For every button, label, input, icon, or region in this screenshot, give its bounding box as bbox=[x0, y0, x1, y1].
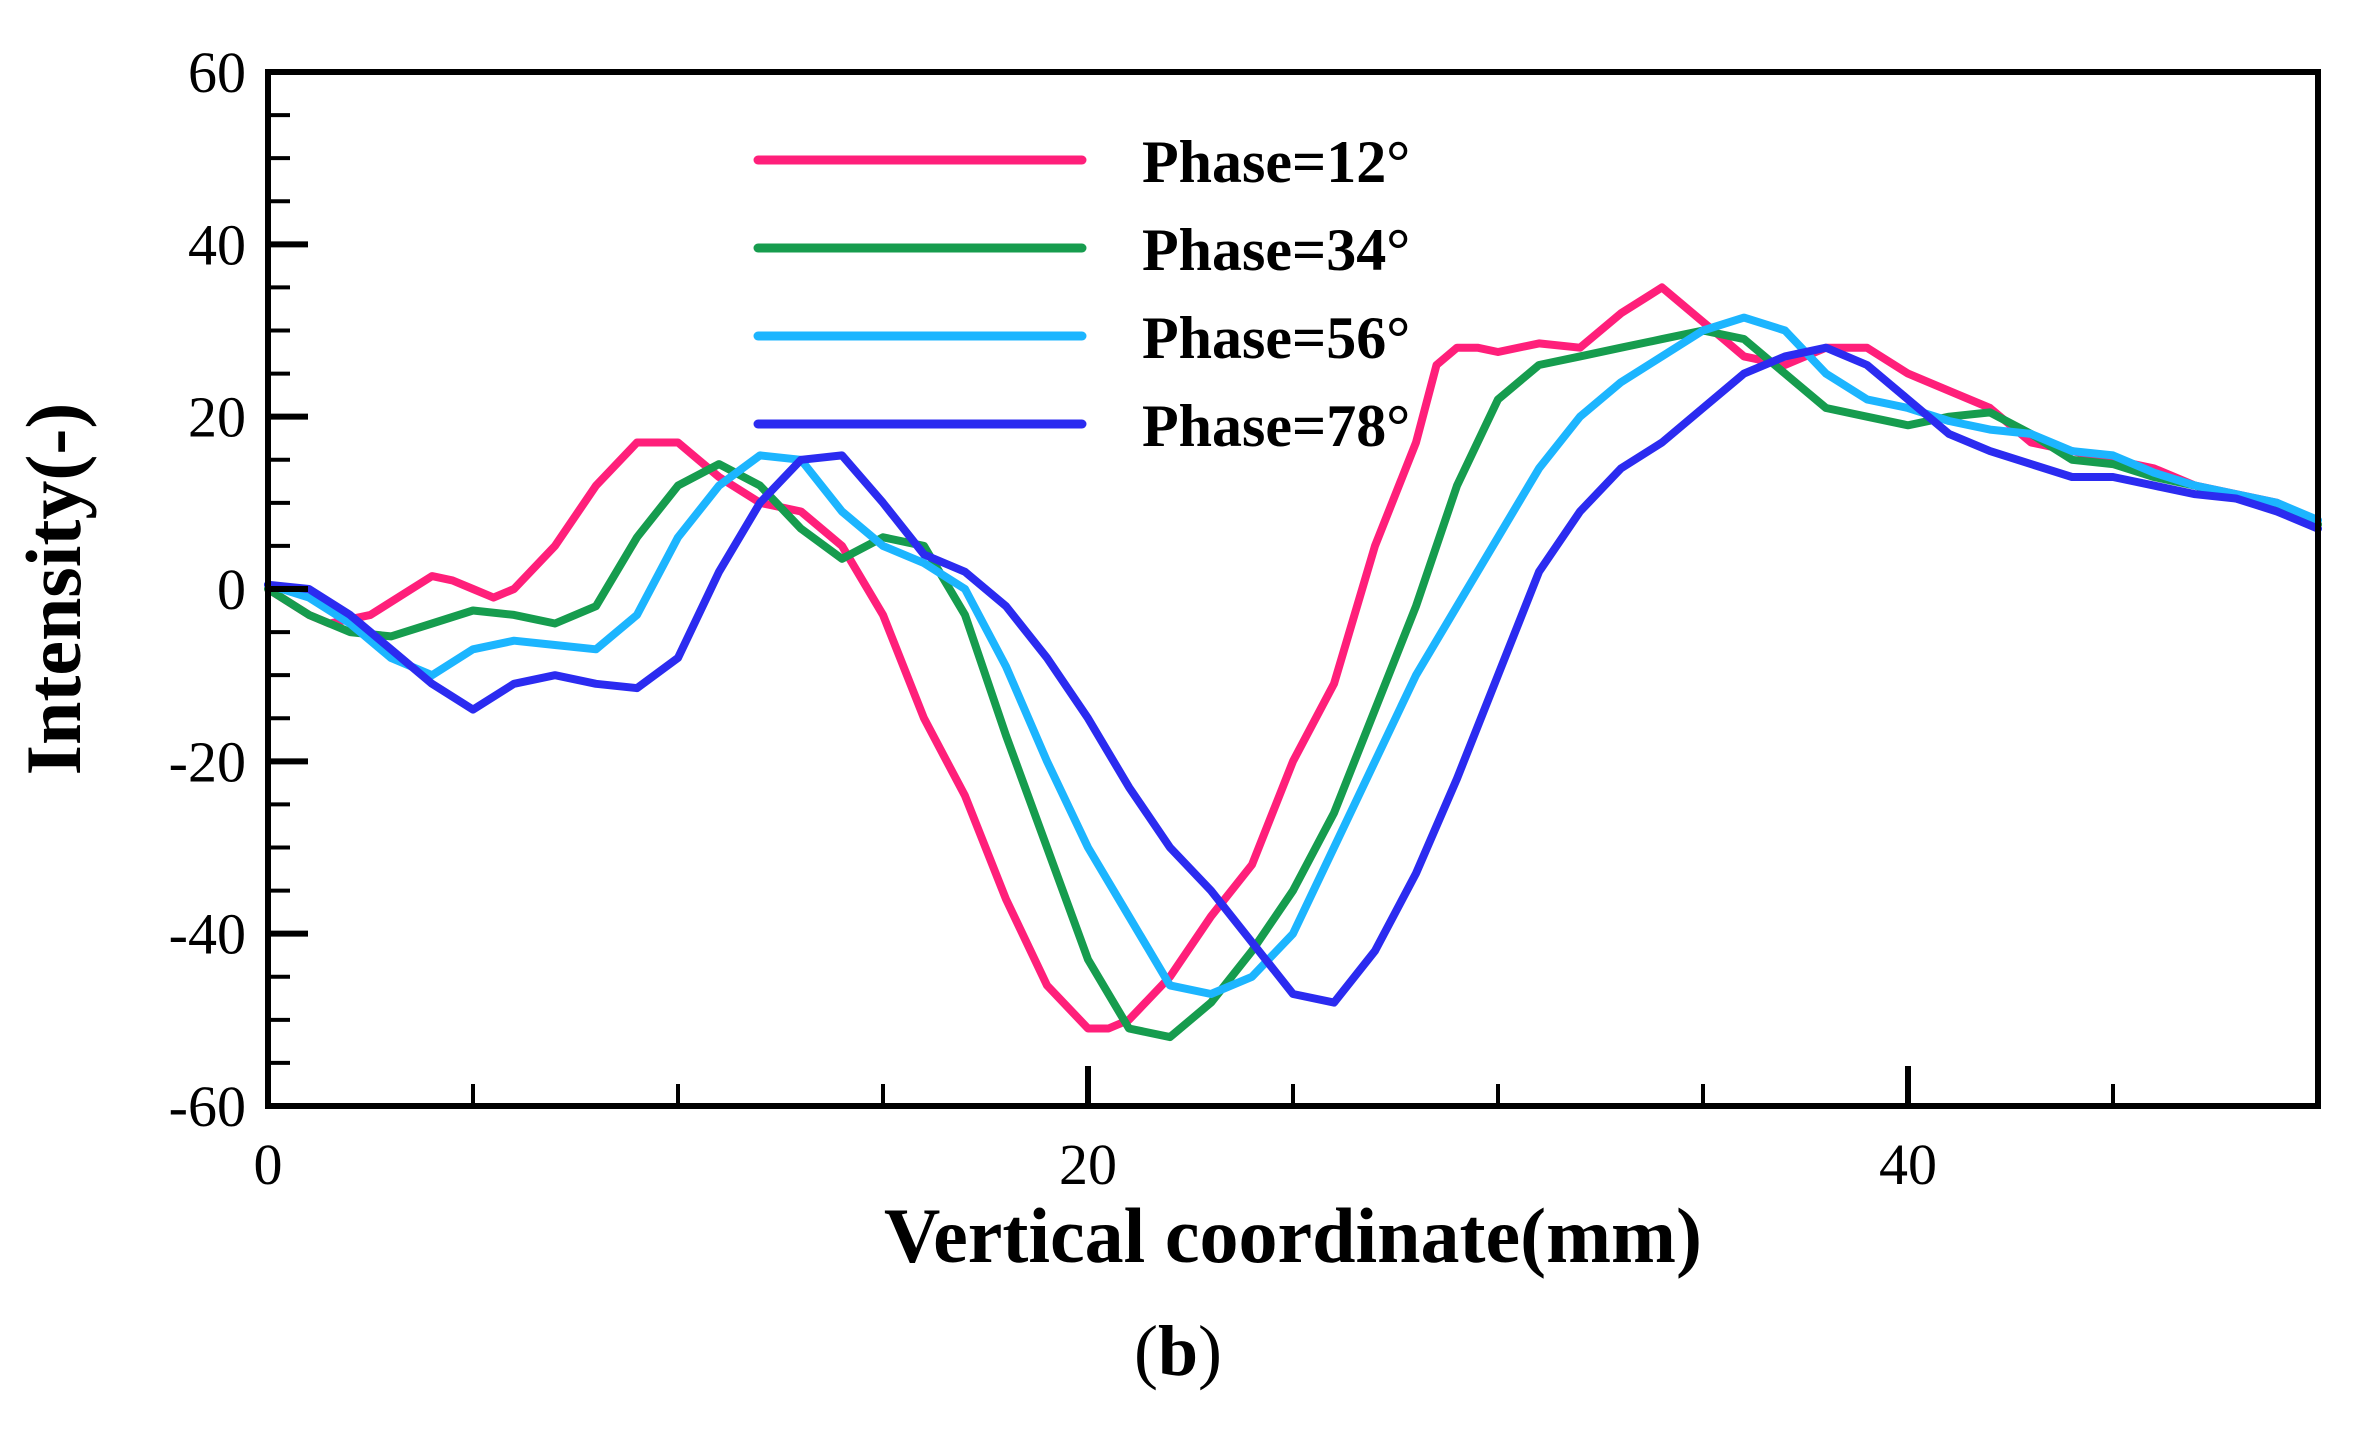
x-axis-title: Vertical coordinate(mm) bbox=[884, 1192, 1702, 1279]
series-layer bbox=[264, 283, 2322, 1042]
series-line-2 bbox=[264, 326, 2322, 1042]
legend-label-2: Phase=34° bbox=[1142, 217, 1410, 283]
y-tick-label: 0 bbox=[217, 557, 246, 622]
legend: Phase=12° Phase=34° Phase=56° Phase=78° bbox=[753, 129, 1410, 459]
x-tick-label: 40 bbox=[1879, 1132, 1937, 1197]
y-tick-label: -40 bbox=[169, 902, 246, 967]
y-tick-label: 20 bbox=[188, 385, 246, 450]
legend-label-3: Phase=56° bbox=[1142, 305, 1410, 371]
caption-open: ( bbox=[1134, 1311, 1158, 1391]
y-axis-title: Intensity(-) bbox=[10, 403, 97, 776]
x-tick-label: 0 bbox=[254, 1132, 283, 1197]
series-line-3 bbox=[264, 313, 2322, 998]
y-tick-label: 40 bbox=[188, 212, 246, 277]
legend-label-4: Phase=78° bbox=[1142, 393, 1410, 459]
y-tick-label: -20 bbox=[169, 729, 246, 794]
y-tick-label: 60 bbox=[188, 40, 246, 105]
caption-letter: b bbox=[1158, 1311, 1198, 1391]
x-tick-label: 20 bbox=[1059, 1132, 1117, 1197]
ticks-layer: 0 20 40 -60 -40 -20 0 20 40 60 bbox=[169, 40, 2320, 1197]
series-line-1 bbox=[264, 283, 2322, 1033]
plot-frame bbox=[265, 69, 2321, 1109]
caption-close: ) bbox=[1198, 1311, 1222, 1391]
y-tick-label: -60 bbox=[169, 1074, 246, 1139]
series-line-4 bbox=[264, 343, 2322, 1007]
legend-label-1: Phase=12° bbox=[1142, 129, 1410, 195]
figure-caption: (b) bbox=[1134, 1311, 1222, 1391]
